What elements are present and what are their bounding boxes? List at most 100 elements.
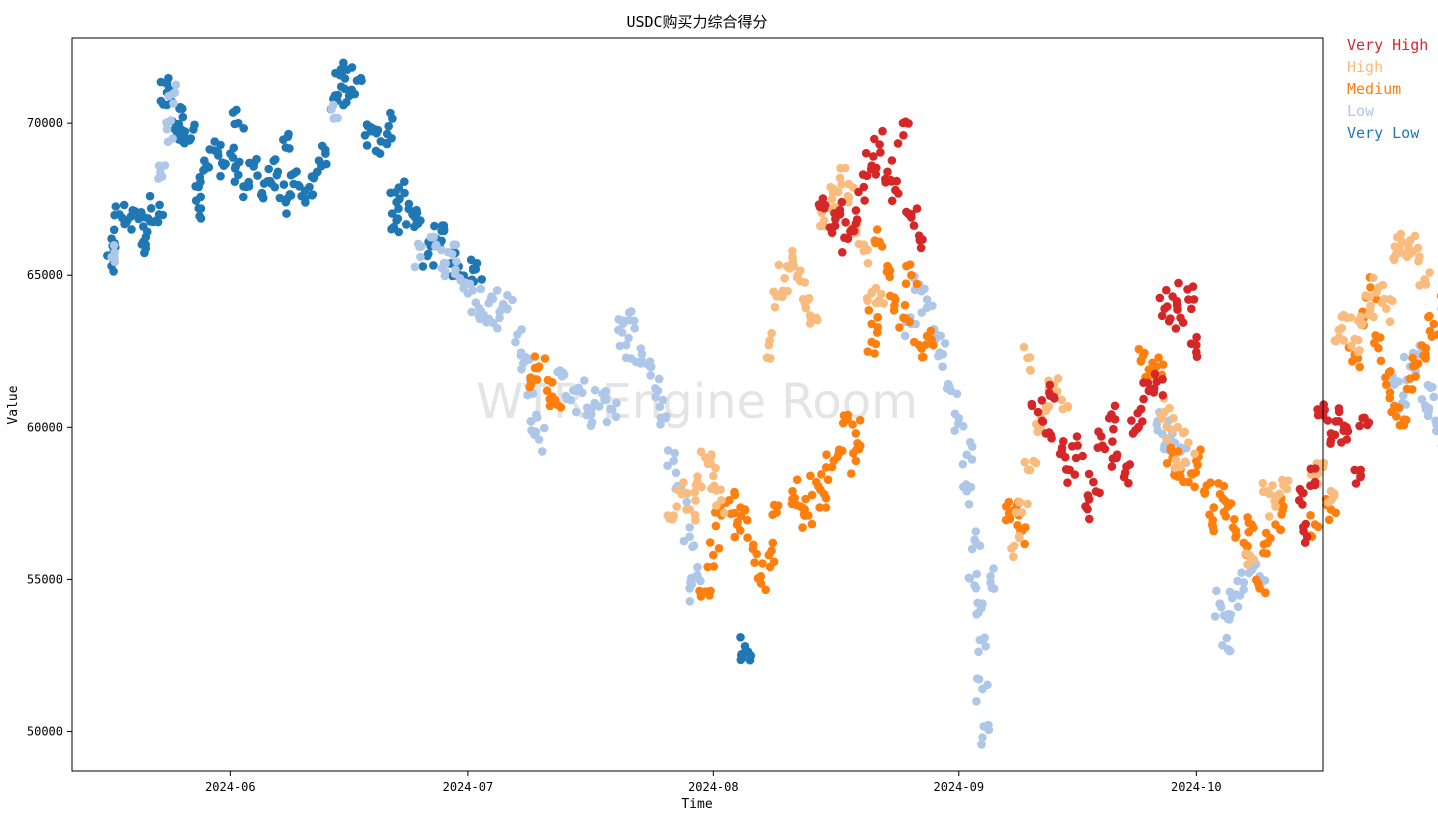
point-low — [416, 252, 425, 262]
point-high — [673, 485, 683, 495]
point-medium — [863, 347, 873, 356]
point-medium — [873, 323, 883, 332]
point-very-high — [854, 187, 863, 197]
point-high — [691, 496, 700, 505]
point-low — [646, 371, 655, 380]
point-high — [1009, 552, 1018, 562]
point-very-high — [1037, 416, 1047, 426]
point-low — [1399, 352, 1409, 362]
point-medium — [1376, 356, 1386, 366]
point-very-high — [1162, 285, 1171, 295]
point-very-low — [384, 121, 394, 131]
point-medium — [730, 490, 740, 500]
point-medium — [1221, 512, 1231, 521]
point-low — [502, 304, 512, 314]
x-tick-label: 2024-09 — [933, 780, 984, 794]
point-very-low — [387, 134, 396, 143]
point-low — [900, 331, 910, 341]
point-very-high — [1085, 514, 1094, 524]
point-low — [636, 344, 646, 353]
point-high — [1180, 457, 1190, 466]
point-low — [162, 124, 172, 134]
point-very-low — [402, 220, 411, 229]
point-low — [975, 635, 984, 645]
point-very-high — [1071, 453, 1081, 463]
legend-item-low: Low — [1347, 102, 1375, 120]
point-very-low — [178, 112, 188, 122]
point-high — [711, 463, 720, 473]
point-very-high — [1299, 522, 1308, 532]
point-very-high — [1062, 465, 1072, 474]
point-medium — [1219, 481, 1229, 491]
point-very-low — [200, 156, 209, 165]
point-very-high — [1351, 479, 1361, 488]
point-very-low — [736, 633, 745, 642]
point-very-high — [899, 131, 908, 140]
point-medium — [1232, 531, 1241, 540]
point-low — [595, 402, 604, 411]
point-very-high — [1094, 427, 1103, 437]
point-high — [1014, 531, 1024, 541]
point-very-low — [122, 218, 131, 227]
point-medium — [768, 538, 778, 548]
point-medium — [926, 326, 936, 336]
point-very-low — [423, 251, 432, 261]
point-low — [977, 603, 986, 613]
point-high — [1420, 276, 1430, 285]
point-very-low — [271, 155, 280, 164]
point-very-high — [1171, 324, 1181, 333]
point-medium — [758, 559, 767, 568]
point-very-low — [213, 147, 223, 157]
point-low — [1226, 610, 1236, 619]
point-medium — [798, 523, 807, 532]
point-very-low — [205, 145, 214, 154]
point-medium — [705, 591, 714, 600]
point-medium — [1208, 522, 1218, 532]
point-very-low — [350, 89, 360, 99]
y-tick-label: 50000 — [27, 724, 63, 738]
point-low — [495, 313, 504, 323]
point-very-low — [404, 204, 414, 214]
point-low — [950, 409, 960, 419]
point-low — [627, 307, 636, 316]
point-medium — [1154, 353, 1163, 363]
point-very-high — [1187, 304, 1196, 314]
point-medium — [1399, 415, 1409, 424]
point-low — [922, 295, 932, 304]
point-low — [528, 389, 538, 399]
point-low — [601, 387, 610, 396]
point-very-low — [393, 214, 403, 223]
point-very-high — [1133, 408, 1142, 418]
point-low — [1233, 602, 1243, 612]
point-high — [762, 353, 772, 363]
point-very-low — [395, 194, 404, 204]
point-high — [672, 502, 681, 511]
point-high — [712, 501, 721, 510]
y-tick-label: 70000 — [27, 116, 63, 130]
legend-item-very-low: Very Low — [1347, 124, 1420, 142]
point-very-low — [119, 200, 129, 210]
point-medium — [530, 352, 540, 361]
point-medium — [821, 463, 831, 472]
point-medium — [1191, 468, 1201, 477]
point-medium — [871, 339, 881, 349]
point-very-low — [156, 96, 166, 106]
point-very-low — [231, 161, 241, 171]
point-very-high — [869, 152, 878, 161]
point-low — [671, 468, 681, 478]
point-high — [683, 489, 692, 498]
point-very-low — [230, 177, 240, 186]
point-high — [1382, 304, 1391, 314]
point-medium — [1433, 330, 1438, 339]
point-high — [1026, 366, 1035, 375]
point-very-high — [851, 206, 861, 215]
point-very-low — [109, 225, 119, 235]
point-very-low — [127, 225, 136, 234]
point-high — [1282, 484, 1292, 494]
point-medium — [807, 490, 817, 500]
point-very-low — [307, 172, 317, 181]
point-very-low — [339, 58, 348, 68]
point-very-low — [252, 154, 261, 164]
point-high — [782, 262, 792, 271]
point-very-high — [1108, 437, 1117, 446]
